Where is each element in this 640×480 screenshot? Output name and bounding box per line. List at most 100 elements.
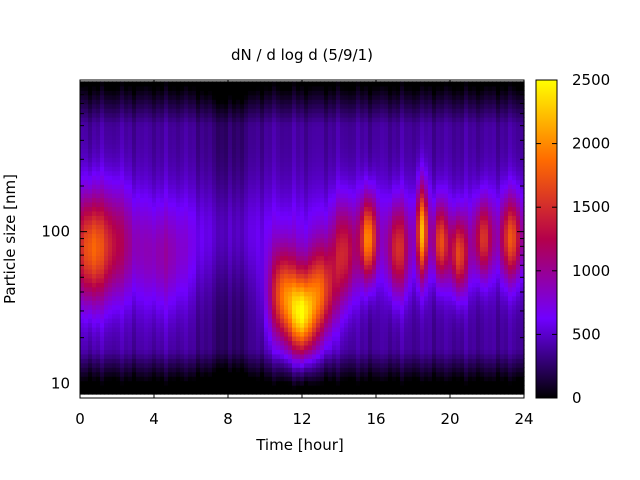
heatmap-cell: [304, 260, 309, 266]
heatmap-cell: [292, 108, 297, 114]
heatmap-cell: [252, 273, 257, 279]
heatmap-cell: [352, 94, 357, 100]
heatmap-cell: [280, 260, 285, 266]
heatmap-cell: [204, 143, 209, 149]
heatmap-cell: [268, 268, 273, 275]
heatmap-cell: [300, 331, 305, 337]
heatmap-cell: [152, 251, 157, 257]
heatmap-cell: [140, 81, 145, 87]
heatmap-cell: [284, 81, 289, 87]
heatmap-cell: [180, 376, 185, 382]
heatmap-cell: [356, 385, 361, 391]
heatmap-cell: [288, 309, 293, 315]
heatmap-cell: [104, 268, 109, 275]
heatmap-cell: [240, 309, 245, 315]
heatmap-cell: [108, 219, 113, 225]
heatmap-cell: [192, 157, 197, 163]
heatmap-cell: [220, 309, 225, 315]
heatmap-cell: [356, 201, 361, 207]
heatmap-cell: [292, 304, 297, 310]
heatmap-cell: [296, 206, 301, 212]
heatmap-cell: [128, 215, 133, 221]
heatmap-cell: [304, 184, 309, 190]
heatmap-cell: [204, 242, 209, 248]
heatmap-cell: [312, 358, 317, 364]
heatmap-cell: [324, 134, 329, 140]
heatmap-cell: [172, 367, 177, 373]
heatmap-cell: [208, 295, 213, 301]
heatmap-cell: [164, 367, 169, 373]
heatmap-cell: [324, 251, 329, 257]
heatmap-cell: [228, 134, 233, 140]
heatmap-cell: [84, 94, 89, 100]
heatmap-cell: [344, 340, 349, 346]
heatmap-cell: [300, 108, 305, 114]
heatmap-cell: [352, 309, 357, 315]
heatmap-cell: [208, 309, 213, 315]
heatmap-cell: [224, 331, 229, 337]
heatmap-cell: [304, 112, 309, 118]
heatmap-cell: [180, 344, 185, 350]
heatmap-cell: [344, 143, 349, 149]
heatmap-cell: [288, 376, 293, 382]
heatmap-cell: [108, 264, 113, 270]
heatmap-cell: [220, 152, 225, 158]
heatmap-cell: [232, 94, 237, 100]
heatmap-cell: [340, 340, 345, 346]
heatmap-cell: [140, 193, 145, 199]
heatmap-cell: [188, 112, 193, 118]
heatmap-cell: [140, 233, 145, 239]
heatmap-cell: [112, 286, 117, 292]
heatmap-cell: [160, 219, 165, 225]
heatmap-cell: [316, 170, 321, 176]
heatmap-cell: [172, 215, 177, 221]
heatmap-cell: [276, 340, 281, 346]
heatmap-cell: [128, 277, 133, 283]
heatmap-cell: [144, 108, 149, 114]
heatmap-cell: [164, 309, 169, 315]
heatmap-cell: [252, 237, 257, 243]
heatmap-cell: [260, 322, 265, 328]
heatmap-cell: [124, 362, 129, 368]
heatmap-cell: [320, 318, 325, 324]
heatmap-cell: [272, 251, 277, 257]
heatmap-cell: [88, 362, 93, 368]
heatmap-cell: [108, 197, 113, 203]
heatmap-cell: [180, 206, 185, 212]
heatmap-cell: [176, 126, 181, 132]
heatmap-cell: [196, 282, 201, 288]
heatmap-cell: [124, 184, 129, 190]
heatmap-cell: [236, 228, 241, 234]
heatmap-cell: [116, 273, 121, 279]
heatmap-cell: [208, 224, 213, 230]
heatmap-cell: [292, 237, 297, 243]
heatmap-cell: [328, 282, 333, 288]
heatmap-cell: [184, 206, 189, 212]
heatmap-cell: [348, 103, 353, 109]
heatmap-cell: [348, 90, 353, 96]
heatmap-cell: [340, 85, 345, 91]
heatmap-cell: [104, 224, 109, 230]
heatmap-cell: [136, 327, 141, 333]
heatmap-cell: [208, 94, 213, 100]
heatmap-cell: [196, 219, 201, 225]
heatmap-cell: [108, 184, 113, 190]
heatmap-cell: [276, 344, 281, 350]
heatmap-cell: [172, 94, 177, 100]
heatmap-cell: [224, 99, 229, 105]
heatmap-cell: [212, 103, 217, 109]
heatmap-cell: [332, 322, 337, 328]
heatmap-cell: [356, 304, 361, 310]
heatmap-cell: [164, 358, 169, 364]
heatmap-cell: [320, 201, 325, 207]
heatmap-cell: [328, 268, 333, 275]
heatmap-cell: [244, 242, 249, 248]
heatmap-cell: [100, 94, 105, 100]
heatmap-cell: [244, 385, 249, 391]
heatmap-cell: [112, 103, 117, 109]
heatmap-cell: [288, 282, 293, 288]
heatmap-cell: [172, 139, 177, 145]
heatmap-cell: [320, 380, 325, 386]
heatmap-cell: [124, 304, 129, 310]
heatmap-cell: [84, 99, 89, 105]
